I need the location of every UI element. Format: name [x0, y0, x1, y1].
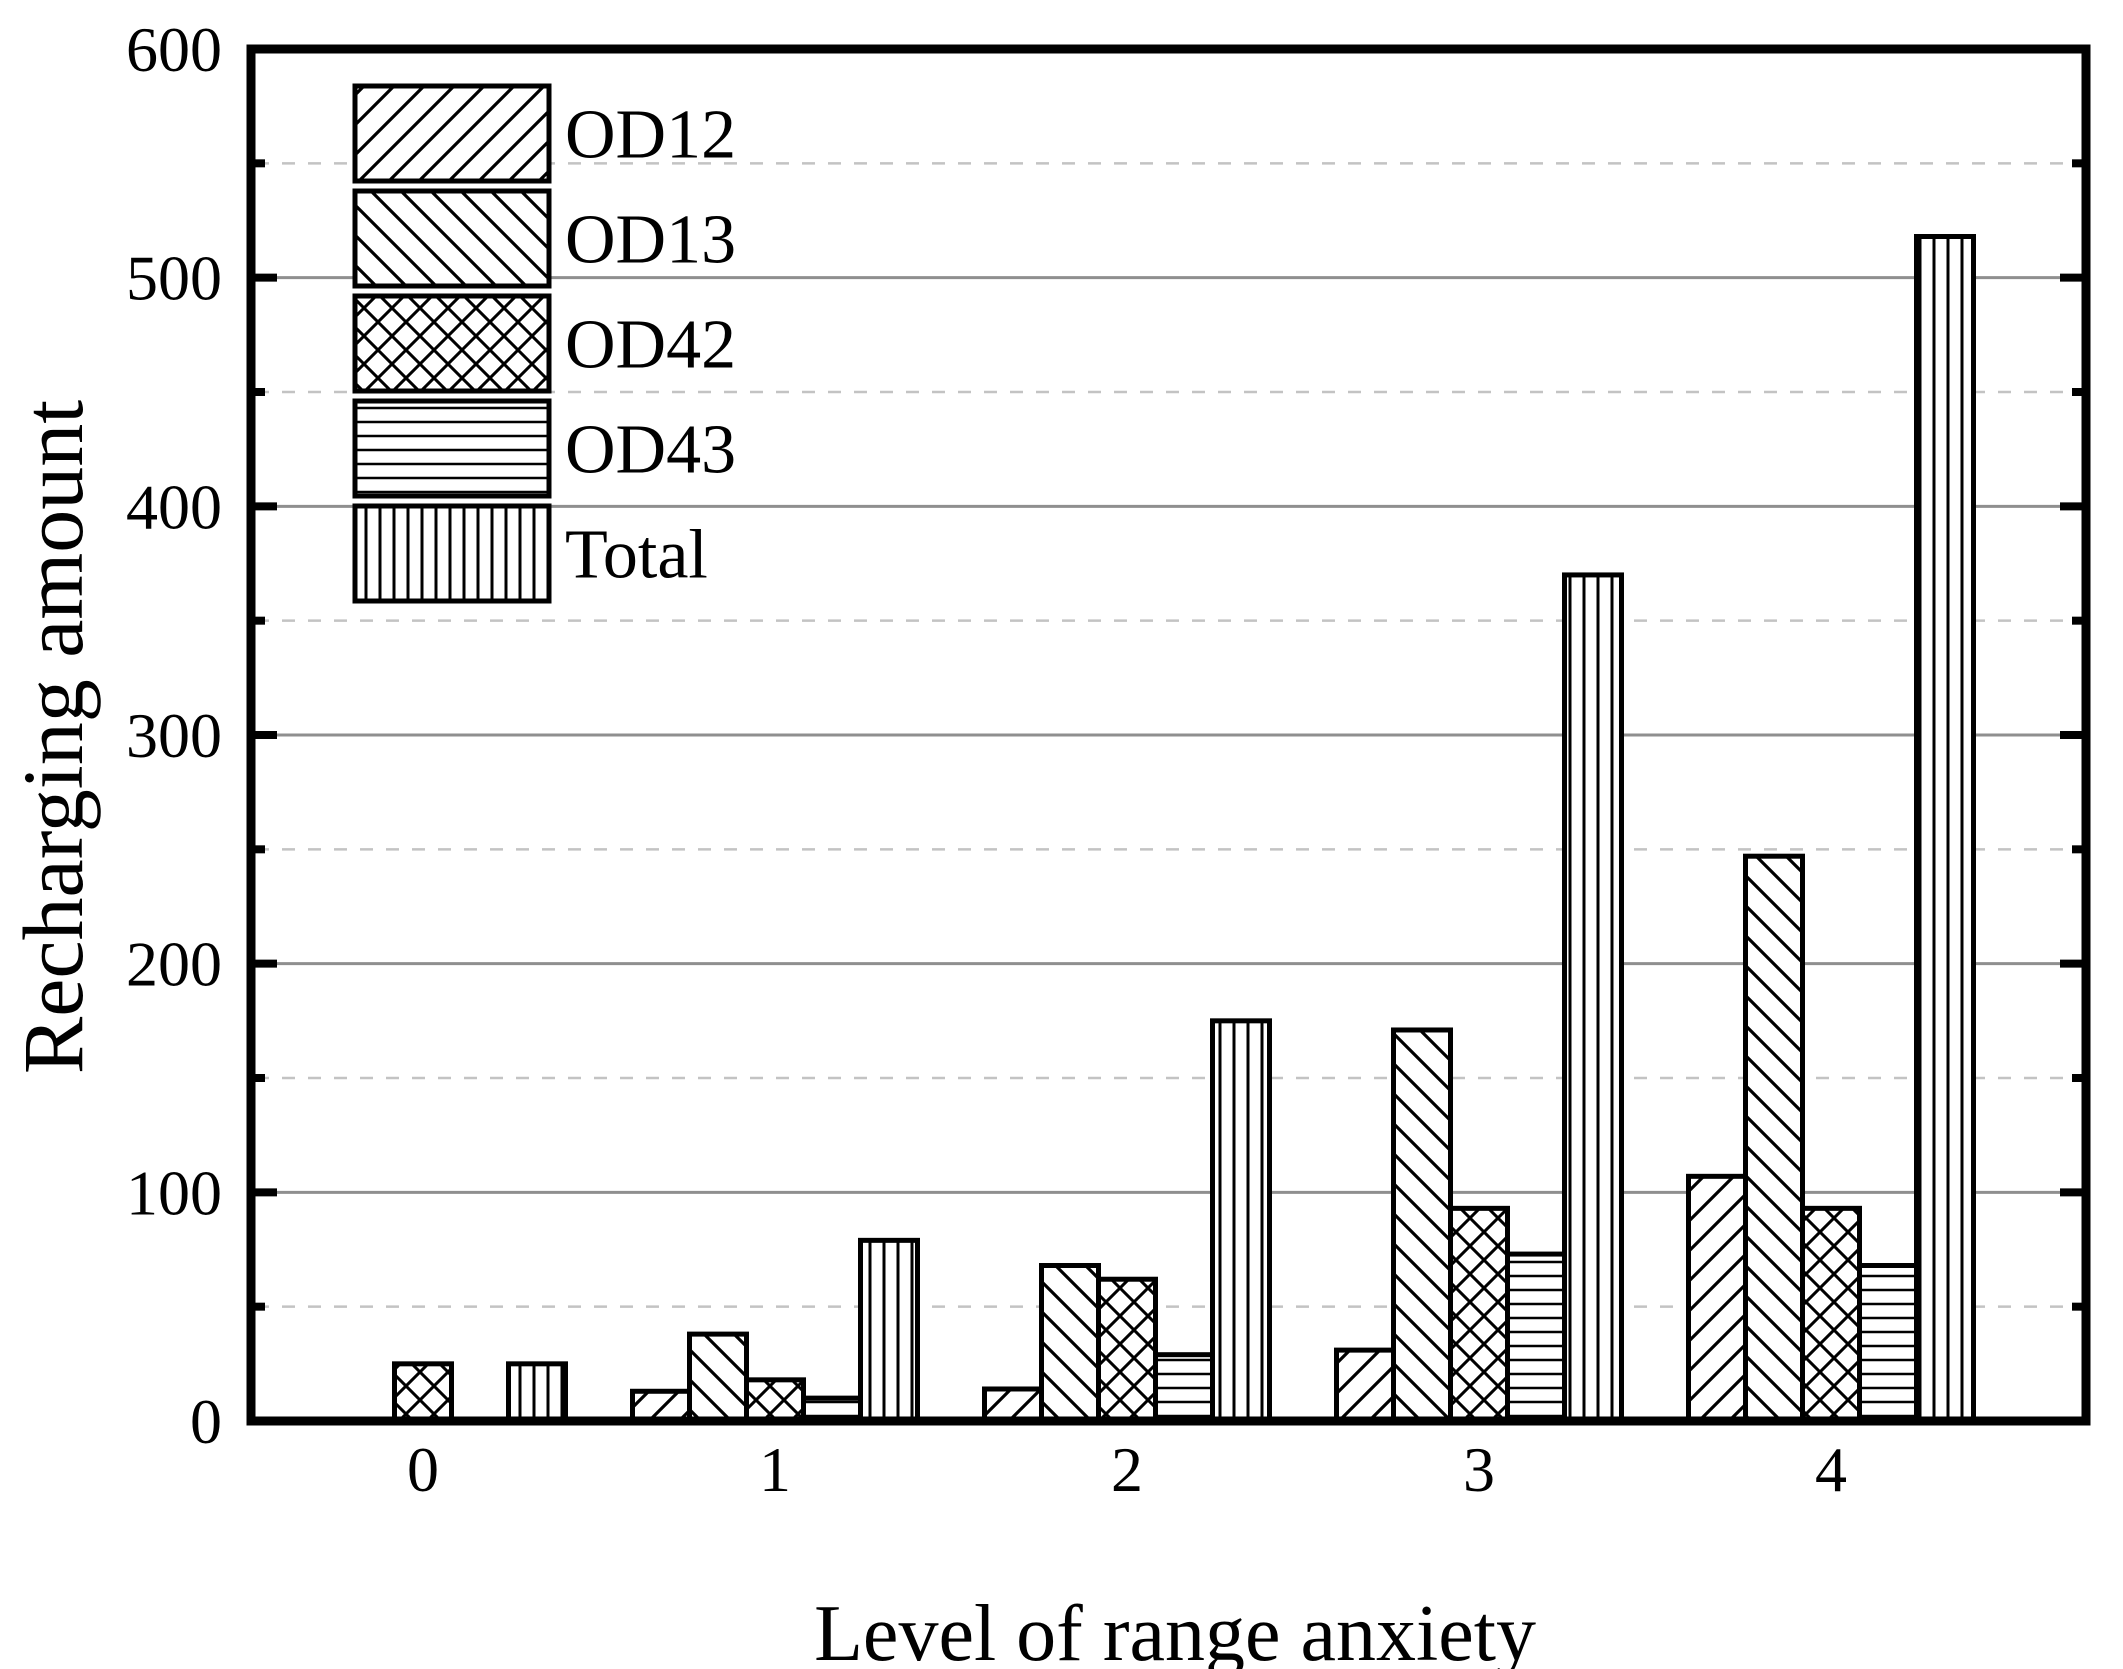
- bar-total-group1: [858, 1237, 920, 1424]
- legend-label-od12: OD12: [565, 97, 736, 174]
- legend-swatch-od12: [352, 83, 552, 184]
- bar-od42-group2: [1096, 1276, 1158, 1424]
- bar-od43-group3: [1505, 1251, 1567, 1424]
- legend-label-total: Total: [565, 517, 708, 594]
- legend-label-od13: OD13: [565, 202, 736, 279]
- bar-od13-group3: [1391, 1027, 1453, 1424]
- bar-total-group2: [1210, 1018, 1272, 1424]
- y-axis-title: Recharging amount: [5, 400, 101, 1074]
- y-tick-label-500: 500: [126, 243, 222, 314]
- bar-od13-group2: [1039, 1263, 1101, 1424]
- bar-od13-group1: [687, 1331, 749, 1424]
- x-tick-label-4: 4: [1815, 1434, 1847, 1505]
- bars: [392, 234, 1976, 1424]
- legend-swatch-od42: [352, 293, 552, 394]
- legend-swatch-total: [352, 503, 552, 604]
- legend-label-od43: OD43: [565, 412, 736, 489]
- x-tick-label-2: 2: [1111, 1434, 1143, 1505]
- bar-od42-group0: [392, 1361, 454, 1424]
- x-axis-title: Level of range anxiety: [814, 1590, 1536, 1669]
- bar-od12-group4: [1686, 1173, 1748, 1424]
- legend-swatch-od43: [352, 398, 552, 499]
- bar-od42-group4: [1800, 1205, 1862, 1424]
- bar-od43-group4: [1857, 1263, 1919, 1424]
- bar-total-group3: [1562, 572, 1624, 1424]
- bar-od43-group2: [1153, 1352, 1215, 1424]
- y-tick-label-100: 100: [126, 1157, 222, 1228]
- bar-od42-group1: [744, 1377, 806, 1424]
- legend: OD12 OD13 OD42 OD43 Total: [352, 83, 736, 604]
- y-tick-label-0: 0: [190, 1386, 222, 1457]
- bar-od12-group3: [1334, 1347, 1396, 1424]
- bar-od12-group2: [982, 1386, 1044, 1424]
- bar-total-group4: [1914, 234, 1976, 1424]
- x-tick-label-0: 0: [407, 1434, 439, 1505]
- bar-od42-group3: [1448, 1205, 1510, 1424]
- y-tick-label-300: 300: [126, 700, 222, 771]
- y-tick-label-200: 200: [126, 929, 222, 1000]
- y-tick-label-600: 600: [126, 14, 222, 85]
- legend-swatch-od13: [352, 188, 552, 289]
- bar-total-group0: [506, 1361, 568, 1424]
- bar-od13-group4: [1743, 853, 1805, 1424]
- y-tick-label-400: 400: [126, 471, 222, 542]
- x-tick-label-3: 3: [1463, 1434, 1495, 1505]
- x-tick-label-1: 1: [759, 1434, 791, 1505]
- legend-label-od42: OD42: [565, 307, 736, 384]
- x-tick-labels: 0 1 2 3 4: [407, 1434, 1847, 1505]
- axis-ticks: [251, 159, 2086, 1311]
- y-tick-labels: 0 100 200 300 400 500 600: [126, 14, 222, 1457]
